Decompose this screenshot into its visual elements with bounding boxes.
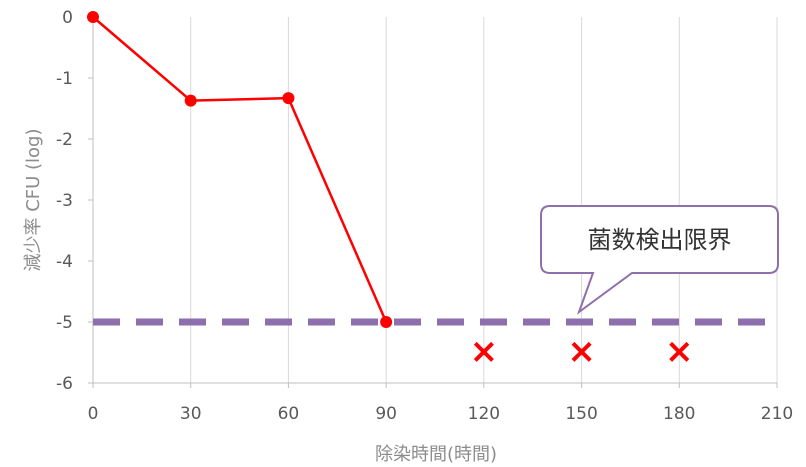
callout-label: 菌数検出限界 bbox=[588, 226, 732, 254]
x-tick-label-1: 30 bbox=[180, 404, 202, 424]
callout: 菌数検出限界 bbox=[540, 205, 779, 315]
grid bbox=[190, 17, 778, 383]
axes: 0 -1 -2 -3 -4 -5 -6 0 30 60 90 120 150 180 210 bbox=[56, 8, 793, 424]
callout-bubble bbox=[540, 205, 779, 315]
y-tick-label-4: -4 bbox=[56, 252, 73, 272]
below-limit-marker-1: × bbox=[567, 332, 596, 372]
below-limit-marker-0: × bbox=[470, 332, 499, 372]
x-tick-label-3: 90 bbox=[375, 404, 397, 424]
y-tick-label-2: -2 bbox=[56, 130, 73, 150]
data-point-0-2 bbox=[282, 92, 295, 105]
series bbox=[87, 11, 393, 328]
y-tick-label-3: -3 bbox=[56, 191, 73, 211]
x-tick-label-7: 210 bbox=[761, 404, 793, 424]
x-tick-label-6: 180 bbox=[663, 404, 695, 424]
y-tick-label-5: -5 bbox=[56, 313, 73, 333]
data-point-0-3 bbox=[380, 316, 393, 328]
y-tick-label-1: -1 bbox=[56, 69, 73, 89]
below-limit-markers: × × × bbox=[470, 332, 694, 372]
y-axis-title: 減少率 CFU (log) bbox=[23, 128, 44, 271]
data-point-0-1 bbox=[184, 94, 197, 107]
y-tick-label-6: -6 bbox=[56, 374, 73, 394]
x-tick-label-0: 0 bbox=[88, 404, 99, 424]
x-tick-label-5: 150 bbox=[565, 404, 597, 424]
y-tick-label-0: 0 bbox=[62, 8, 73, 28]
below-limit-marker-2: × bbox=[665, 332, 694, 372]
x-tick-label-2: 60 bbox=[278, 404, 300, 424]
series-line-0 bbox=[92, 16, 388, 323]
x-axis-title: 除染時間(時間) bbox=[375, 444, 497, 465]
x-tick-label-4: 120 bbox=[468, 404, 500, 424]
data-point-0-0 bbox=[87, 11, 99, 23]
